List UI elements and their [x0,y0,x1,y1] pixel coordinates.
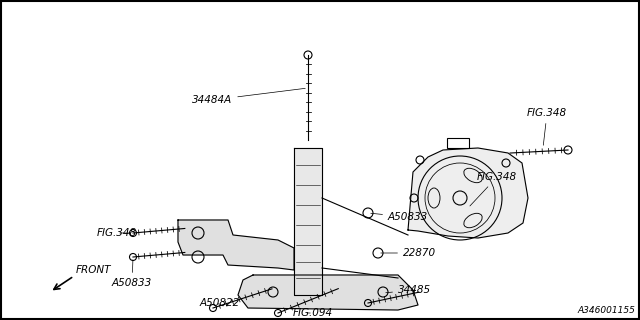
Text: FIG.348: FIG.348 [97,228,137,238]
Text: 22870: 22870 [381,248,436,258]
Text: A50833: A50833 [371,212,428,222]
Text: FIG.348: FIG.348 [527,108,567,145]
Polygon shape [178,220,294,270]
Text: 34484A: 34484A [192,88,305,105]
Polygon shape [294,148,322,295]
Text: FIG.348: FIG.348 [470,172,517,206]
Text: FIG.094: FIG.094 [293,308,333,318]
Polygon shape [408,148,528,238]
Text: A50822: A50822 [200,298,240,308]
Bar [447,138,469,148]
Text: FRONT: FRONT [76,265,111,275]
Text: A50833: A50833 [112,260,152,288]
Text: 34485: 34485 [386,285,431,295]
Polygon shape [238,275,418,310]
Text: A346001155: A346001155 [577,306,635,315]
